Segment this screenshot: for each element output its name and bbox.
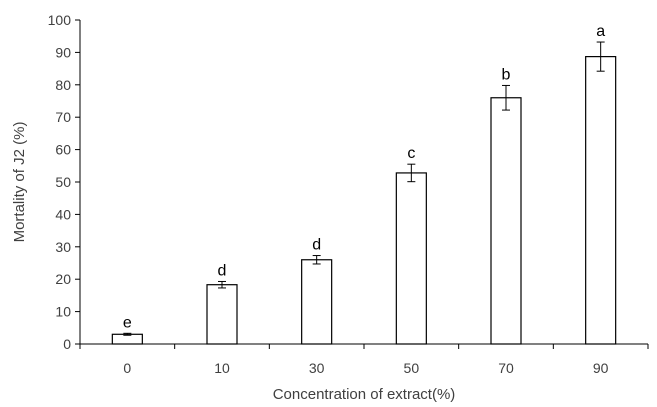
x-axis-title: Concentration of extract(%)	[273, 386, 456, 403]
y-tick-label: 0	[63, 336, 71, 352]
significance-letter: e	[123, 314, 132, 331]
y-tick-label: 100	[48, 12, 72, 28]
y-tick-label: 60	[55, 142, 71, 158]
significance-letter: a	[596, 23, 605, 40]
significance-letter: c	[407, 145, 415, 162]
y-axis-title: Mortality of J2 (%)	[11, 122, 28, 243]
x-tick-label: 70	[498, 360, 514, 376]
y-tick-label: 70	[55, 109, 71, 125]
significance-letter: d	[312, 237, 321, 254]
bar	[301, 259, 333, 345]
bar	[490, 97, 522, 345]
bar	[395, 172, 427, 345]
y-tick-label: 40	[55, 206, 71, 222]
y-tick-label: 80	[55, 77, 71, 93]
x-tick-label: 10	[214, 360, 230, 376]
significance-letters: e d d c b a	[123, 23, 605, 331]
x-tick-label: 30	[309, 360, 325, 376]
y-tick-label: 30	[55, 239, 71, 255]
y-tick-label: 20	[55, 271, 71, 287]
y-tick-label: 10	[55, 304, 71, 320]
x-tick-label: 50	[404, 360, 420, 376]
bar	[585, 56, 617, 345]
x-axis-ticks: 0 10 30 50 70 90	[79, 344, 649, 376]
y-tick-label: 50	[55, 174, 71, 190]
bars	[111, 56, 617, 345]
y-tick-label: 90	[55, 44, 71, 60]
significance-letter: d	[218, 262, 227, 279]
x-tick-label: 0	[123, 360, 131, 376]
bar	[206, 284, 238, 345]
x-tick-label: 90	[593, 360, 609, 376]
y-axis-ticks: 0 10 20 30 40 50 60 70 80 90 100	[48, 12, 80, 352]
significance-letter: b	[502, 66, 511, 83]
error-bars	[123, 41, 605, 336]
